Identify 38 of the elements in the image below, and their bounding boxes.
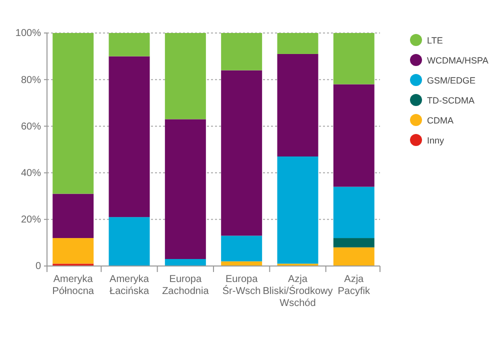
y-tick-label: 20% <box>20 214 42 226</box>
bar <box>52 238 94 264</box>
x-tick-label: Azja Bliski/Środkowy Wschód <box>262 274 333 309</box>
bar <box>52 194 94 238</box>
x-tick-label: Azja Pacyfik <box>338 274 371 297</box>
legend-label: WCDMA/HSPA <box>427 56 488 66</box>
legend-label: LTE <box>427 36 443 46</box>
bar <box>108 217 150 266</box>
y-tick-label: 0 <box>35 261 42 272</box>
bar <box>333 238 374 248</box>
y-tick-label: 60% <box>20 121 42 132</box>
bar <box>333 186 374 238</box>
bar <box>108 33 150 56</box>
bar <box>333 84 374 187</box>
x-tick-label: Ameryka Łacińska <box>110 274 150 297</box>
bar <box>164 259 206 266</box>
bar <box>221 33 262 70</box>
bar <box>164 119 206 260</box>
y-tick-label: 80% <box>20 74 42 86</box>
bar <box>333 247 374 266</box>
bar <box>277 54 318 156</box>
bar <box>52 33 94 194</box>
bar <box>333 33 374 84</box>
legend-label: CDMA <box>427 116 454 126</box>
bar <box>277 33 318 54</box>
bar <box>221 236 262 262</box>
bar <box>108 56 150 218</box>
x-tick-label: Europa Zachodnia <box>162 274 210 297</box>
x-tick-label: Ameryka Północna <box>52 274 94 297</box>
bar <box>221 70 262 236</box>
x-tick-label: Europa Śr-Wsch <box>222 274 261 297</box>
legend-label: TD-SCDMA <box>427 96 474 106</box>
legend-label: Inny <box>427 136 445 146</box>
y-tick-label: 100% <box>15 28 42 40</box>
bar <box>164 33 206 120</box>
legend-label: GSM/EDGE <box>427 76 476 86</box>
y-tick-label: 40% <box>20 168 42 179</box>
bar <box>277 156 318 264</box>
